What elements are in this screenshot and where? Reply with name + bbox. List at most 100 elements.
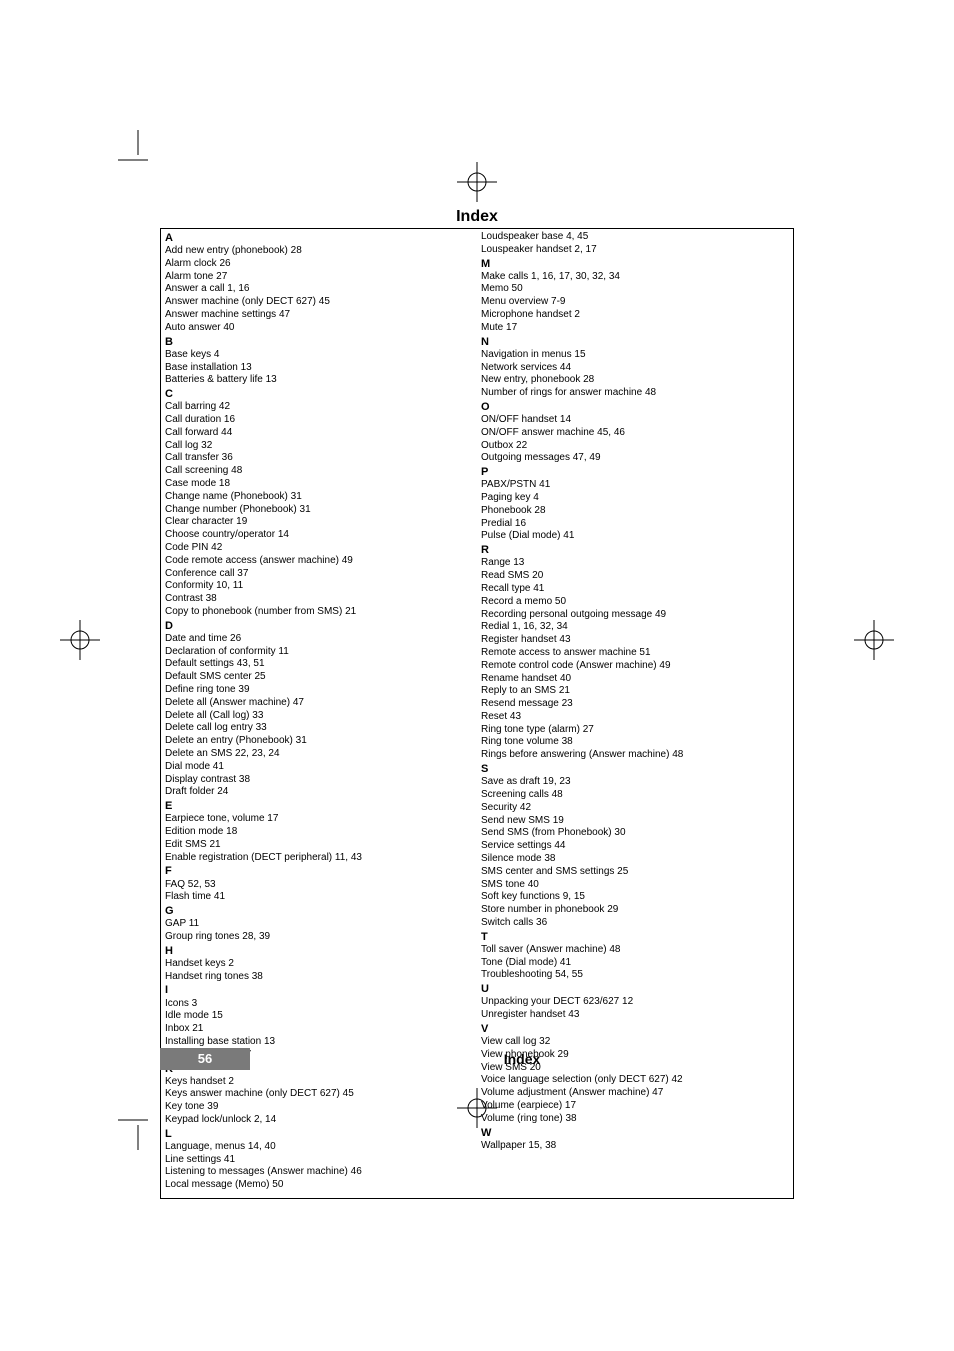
index-entry: Navigation in menus 15 <box>481 349 789 362</box>
index-entry: Delete an SMS 22, 23, 24 <box>165 748 473 761</box>
index-entry: ON/OFF handset 14 <box>481 414 789 427</box>
index-entry: Volume (ring tone) 38 <box>481 1113 789 1126</box>
index-entry: Unpacking your DECT 623/627 12 <box>481 996 789 1009</box>
index-letter: C <box>165 387 473 401</box>
index-entry: Inbox 21 <box>165 1023 473 1036</box>
index-entry: Dial mode 41 <box>165 761 473 774</box>
index-entry: Edit SMS 21 <box>165 839 473 852</box>
page-title: Index <box>0 208 954 226</box>
index-letter: R <box>481 543 789 557</box>
index-entry: Loudspeaker base 4, 45 <box>481 231 789 244</box>
index-entry: Service settings 44 <box>481 840 789 853</box>
index-entry: Case mode 18 <box>165 478 473 491</box>
index-entry: Voice language selection (only DECT 627)… <box>481 1074 789 1087</box>
index-entry: SMS center and SMS settings 25 <box>481 866 789 879</box>
index-entry: Edition mode 18 <box>165 826 473 839</box>
index-entry: Listening to messages (Answer machine) 4… <box>165 1166 473 1179</box>
index-letter: E <box>165 799 473 813</box>
index-entry: Make calls 1, 16, 17, 30, 32, 34 <box>481 271 789 284</box>
index-entry: Group ring tones 28, 39 <box>165 931 473 944</box>
index-entry: Base installation 13 <box>165 362 473 375</box>
index-entry: Copy to phonebook (number from SMS) 21 <box>165 606 473 619</box>
index-entry: Remote access to answer machine 51 <box>481 647 789 660</box>
index-entry: Network services 44 <box>481 362 789 375</box>
index-entry: Phonebook 28 <box>481 505 789 518</box>
index-entry: Outgoing messages 47, 49 <box>481 452 789 465</box>
index-entry: Send new SMS 19 <box>481 815 789 828</box>
index-entry: Delete an entry (Phonebook) 31 <box>165 735 473 748</box>
index-entry: Line settings 41 <box>165 1154 473 1167</box>
index-entry: Define ring tone 39 <box>165 684 473 697</box>
index-entry: Base keys 4 <box>165 349 473 362</box>
index-letter: V <box>481 1022 789 1036</box>
index-letter: M <box>481 257 789 271</box>
index-entry: Volume adjustment (Answer machine) 47 <box>481 1087 789 1100</box>
index-entry: Resend message 23 <box>481 698 789 711</box>
index-entry: Display contrast 38 <box>165 774 473 787</box>
index-entry: Call forward 44 <box>165 427 473 440</box>
index-entry: Silence mode 38 <box>481 853 789 866</box>
index-entry: Enable registration (DECT peripheral) 11… <box>165 852 473 865</box>
index-letter: U <box>481 982 789 996</box>
index-entry: Draft folder 24 <box>165 786 473 799</box>
index-entry: Pulse (Dial mode) 41 <box>481 530 789 543</box>
index-entry: Conformity 10, 11 <box>165 580 473 593</box>
index-entry: Default SMS center 25 <box>165 671 473 684</box>
index-entry: Call duration 16 <box>165 414 473 427</box>
page-footer: 56 Index <box>160 1048 794 1070</box>
index-entry: Microphone handset 2 <box>481 309 789 322</box>
index-entry: Answer machine (only DECT 627) 45 <box>165 296 473 309</box>
index-entry: Remote control code (Answer machine) 49 <box>481 660 789 673</box>
index-entry: Mute 17 <box>481 322 789 335</box>
index-entry: ON/OFF answer machine 45, 46 <box>481 427 789 440</box>
index-entry: Memo 50 <box>481 283 789 296</box>
index-entry: Store number in phonebook 29 <box>481 904 789 917</box>
index-entry: Volume (earpiece) 17 <box>481 1100 789 1113</box>
index-letter: P <box>481 465 789 479</box>
index-entry: Change name (Phonebook) 31 <box>165 491 473 504</box>
index-entry: Answer a call 1, 16 <box>165 283 473 296</box>
index-entry: Unregister handset 43 <box>481 1009 789 1022</box>
index-entry: SMS tone 40 <box>481 879 789 892</box>
index-entry: New entry, phonebook 28 <box>481 374 789 387</box>
index-entry: Alarm clock 26 <box>165 258 473 271</box>
index-entry: FAQ 52, 53 <box>165 879 473 892</box>
registration-mark-right <box>854 620 894 660</box>
index-entry: Flash time 41 <box>165 891 473 904</box>
index-entry: Range 13 <box>481 557 789 570</box>
index-entry: Handset keys 2 <box>165 958 473 971</box>
index-entry: Date and time 26 <box>165 633 473 646</box>
index-entry: Contrast 38 <box>165 593 473 606</box>
index-entry: Declaration of conformity 11 <box>165 646 473 659</box>
index-letter: N <box>481 335 789 349</box>
index-letter: H <box>165 944 473 958</box>
index-entry: Call barring 42 <box>165 401 473 414</box>
index-letter: S <box>481 762 789 776</box>
crop-mark-bl <box>108 1110 148 1150</box>
index-entry: Reply to an SMS 21 <box>481 685 789 698</box>
index-entry: Code PIN 42 <box>165 542 473 555</box>
index-entry: Handset ring tones 38 <box>165 971 473 984</box>
registration-mark-left <box>60 620 100 660</box>
index-entry: Earpiece tone, volume 17 <box>165 813 473 826</box>
page-number: 56 <box>160 1048 250 1070</box>
index-entry: Delete call log entry 33 <box>165 722 473 735</box>
index-entry: Ring tone volume 38 <box>481 736 789 749</box>
index-entry: Installing base station 13 <box>165 1036 473 1049</box>
index-entry: Keypad lock/unlock 2, 14 <box>165 1114 473 1127</box>
index-entry: Wallpaper 15, 38 <box>481 1140 789 1153</box>
index-entry: PABX/PSTN 41 <box>481 479 789 492</box>
index-entry: Soft key functions 9, 15 <box>481 891 789 904</box>
index-entry: Idle mode 15 <box>165 1010 473 1023</box>
index-entry: Conference call 37 <box>165 568 473 581</box>
index-letter: O <box>481 400 789 414</box>
index-entry: Redial 1, 16, 32, 34 <box>481 621 789 634</box>
index-entry: Local message (Memo) 50 <box>165 1179 473 1192</box>
index-entry: Save as draft 19, 23 <box>481 776 789 789</box>
index-entry: Paging key 4 <box>481 492 789 505</box>
index-entry: Screening calls 48 <box>481 789 789 802</box>
index-entry: Record a memo 50 <box>481 596 789 609</box>
index-letter: G <box>165 904 473 918</box>
index-entry: Rings before answering (Answer machine) … <box>481 749 789 762</box>
index-entry: Send SMS (from Phonebook) 30 <box>481 827 789 840</box>
